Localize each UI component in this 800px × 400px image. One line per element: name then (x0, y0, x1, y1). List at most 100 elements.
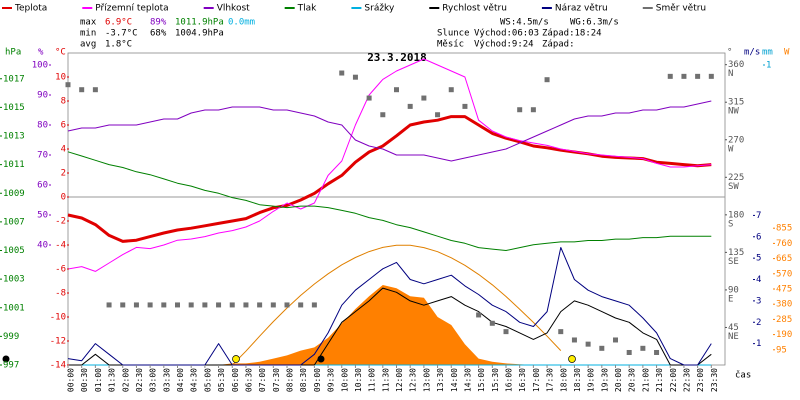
y-tick-label: -2 (55, 217, 66, 227)
direction-point (626, 349, 632, 355)
direction-point (517, 107, 523, 113)
x-tick-label: 21:30 (655, 368, 664, 392)
compass-label: SW (728, 182, 739, 192)
y-tick-label: 225 (728, 173, 744, 183)
direction-point (435, 112, 441, 118)
direction-point (695, 73, 701, 79)
x-tick-label: 07:30 (272, 368, 281, 392)
y-tick-label: 285 (776, 315, 792, 325)
stat-value: Východ:06:03 (474, 29, 539, 39)
legend-label: Vlhkost (217, 4, 250, 14)
stat-value: 68% (150, 29, 167, 39)
y-tick-label: -10 (50, 313, 66, 323)
compass-label: NE (728, 332, 739, 342)
x-tick-label: 23:00 (696, 368, 705, 392)
x-tick-label: 03:00 (149, 368, 158, 392)
axis-title: °C (55, 48, 66, 58)
x-tick-label: 17:30 (546, 368, 555, 392)
series-line (67, 58, 712, 272)
stat-label: Měsíc (437, 40, 464, 50)
y-tick-label: 1 (766, 61, 771, 71)
x-tick-label: 07:00 (258, 368, 267, 392)
y-tick-label: 135 (728, 248, 744, 258)
x-tick-label: 13:30 (436, 368, 445, 392)
y-tick-label: -6 (55, 265, 66, 275)
y-tick-label: 1003 (3, 275, 25, 285)
x-tick-label: 17:00 (532, 368, 541, 392)
direction-point (175, 302, 180, 308)
y-tick-label: 1001 (3, 303, 25, 313)
stat-value: WS:4.5m/s (500, 18, 549, 28)
direction-point (571, 337, 577, 343)
legend-label: Náraz větru (555, 4, 608, 14)
direction-point (216, 302, 222, 308)
x-tick-label: 19:00 (587, 368, 596, 392)
y-tick-label: 1017 (3, 74, 25, 84)
y-tick-label: 315 (728, 98, 744, 108)
y-tick-label: 570 (776, 269, 792, 279)
y-tick-label: 0 (61, 193, 66, 203)
direction-point (92, 87, 98, 93)
stat-value: WG:6.3m/s (570, 18, 619, 28)
y-tick-label: 475 (776, 285, 792, 295)
x-tick-label: 11:00 (368, 368, 377, 392)
legend-label: Směr větru (656, 4, 706, 14)
series-line (231, 244, 562, 366)
y-tick-label: 1011 (3, 160, 25, 170)
y-tick-label: -8 (55, 289, 66, 299)
x-tick-label: 00:30 (80, 368, 89, 392)
direction-point (448, 87, 454, 93)
legend-label: Rychlost větru (442, 4, 507, 14)
y-tick-label: 3 (756, 296, 761, 306)
compass-label: S (728, 219, 733, 229)
y-tick-label: 4 (756, 275, 761, 285)
sunrise-marker (232, 355, 240, 363)
x-tick-label: 10:30 (354, 368, 363, 392)
stat-value: Východ:9:24 (474, 40, 534, 50)
y-tick-label: 760 (776, 239, 792, 249)
direction-point (503, 329, 509, 335)
stat-value: 1011.9hPa (175, 18, 224, 28)
stat-label: Slunce (437, 29, 470, 39)
direction-point (667, 73, 673, 79)
direction-point (544, 77, 550, 83)
x-tick-label: 14:30 (463, 368, 472, 392)
x-tick-label: 15:30 (491, 368, 500, 392)
stat-label: min (80, 29, 96, 39)
x-tick-label: 13:00 (422, 368, 431, 392)
direction-point (311, 302, 317, 308)
x-tick-label: 20:00 (614, 368, 623, 392)
direction-point (585, 341, 591, 347)
y-tick-label: 60 (37, 181, 48, 191)
direction-point (366, 95, 372, 101)
y-tick-label: 855 (776, 224, 792, 234)
direction-point (120, 302, 126, 308)
y-tick-label: 50 (37, 211, 48, 221)
y-tick-label: 1005 (3, 246, 25, 256)
x-tick-label: 22:00 (669, 368, 678, 392)
y-tick-label: 1015 (3, 103, 25, 113)
y-tick-label: -14 (50, 361, 66, 371)
x-axis-label: čas (735, 370, 751, 381)
x-tick-label: 23:30 (710, 368, 719, 392)
y-tick-label: 997 (3, 361, 19, 371)
direction-point (106, 302, 112, 308)
x-tick-label: 01:00 (94, 368, 103, 392)
y-tick-label: 5 (756, 254, 761, 264)
x-tick-label: 16:30 (518, 368, 527, 392)
direction-point (79, 87, 85, 93)
direction-point (640, 345, 646, 351)
y-tick-label: 360 (728, 60, 744, 70)
stat-value: Západ: (542, 40, 575, 50)
stats: max 6.9°C 89% 1011.9hPa 0.0mm min -3.7°C… (80, 18, 619, 50)
y-tick-label: 7 (756, 211, 761, 221)
axis-title: m/s (744, 48, 760, 58)
y-tick-label: -4 (55, 241, 66, 251)
x-tick-label: 11:30 (381, 368, 390, 392)
direction-point (243, 302, 249, 308)
y-tick-label: 45 (728, 323, 739, 333)
x-tick-label: 18:00 (559, 368, 568, 392)
y-tick-label: 4 (61, 145, 66, 155)
moonrise-marker (317, 355, 325, 363)
